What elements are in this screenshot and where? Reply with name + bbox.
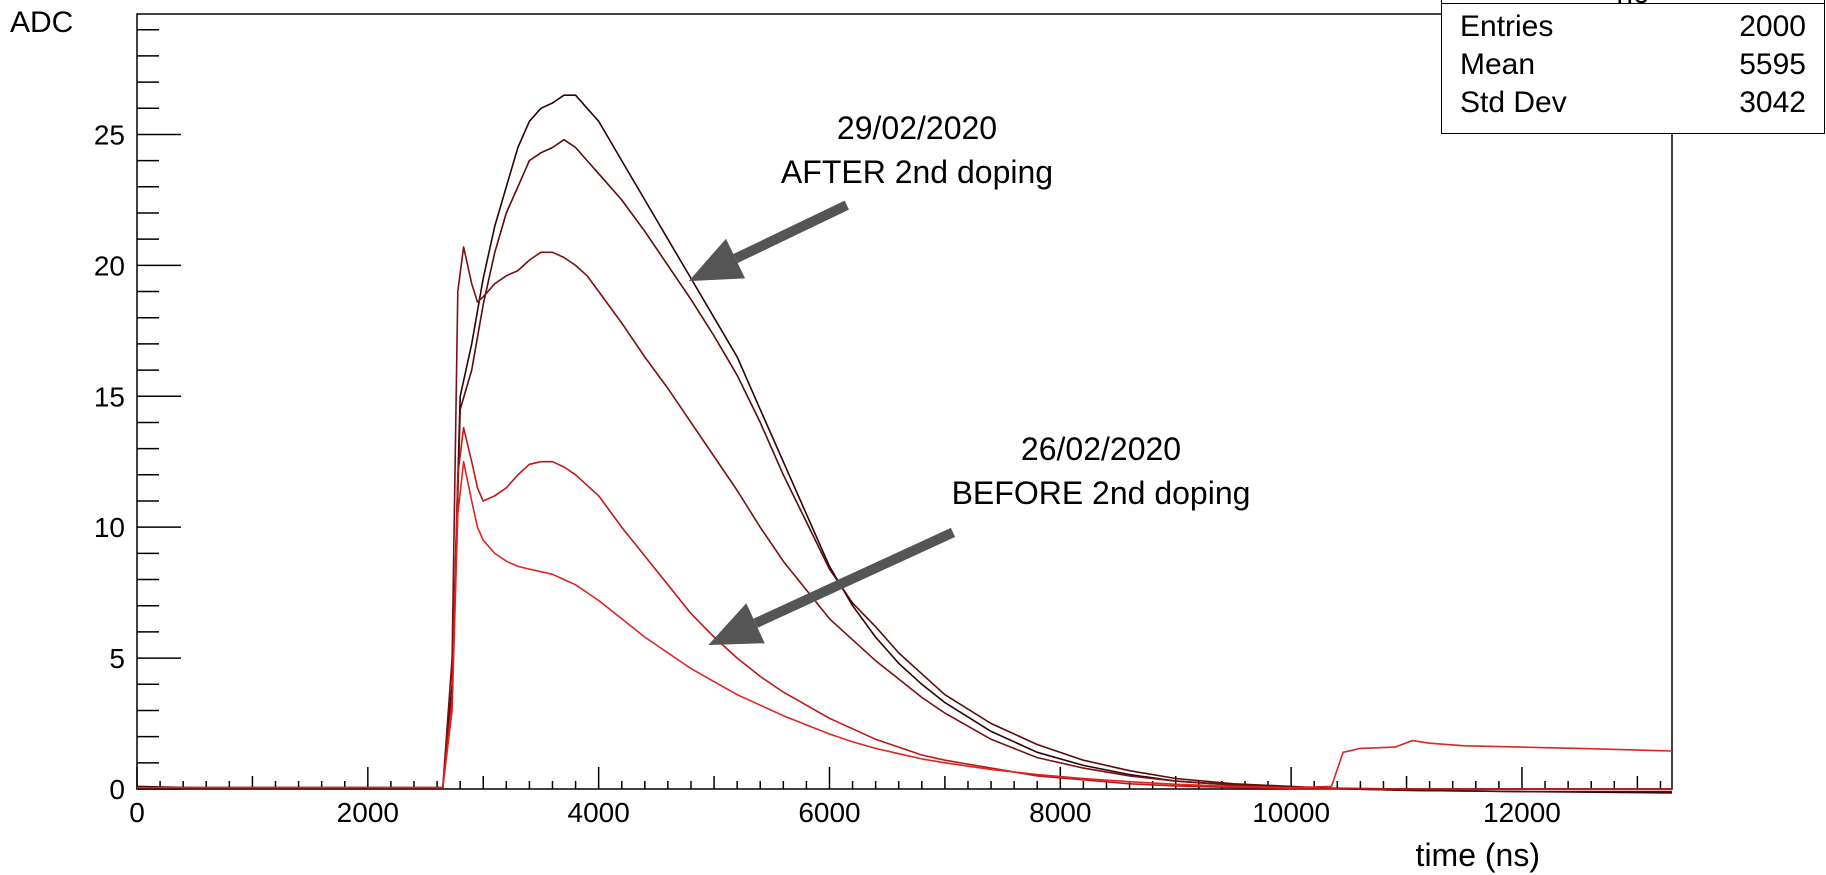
y-axis-label: ADC — [10, 6, 73, 39]
annotation-arrow-head — [708, 603, 765, 645]
x-tick-label: 2000 — [337, 797, 399, 828]
x-tick-label: 6000 — [798, 797, 860, 828]
y-tick-label: 20 — [94, 250, 125, 281]
y-tick-label: 10 — [94, 512, 125, 543]
stats-box: h0 Entries 2000 Mean 5595 Std Dev 3042 — [1441, 0, 1825, 134]
series-line-5 — [137, 460, 1673, 789]
stats-row-entries: Entries 2000 — [1460, 10, 1806, 48]
series-line-3 — [137, 246, 1672, 790]
y-tick-label: 5 — [109, 643, 125, 674]
y-tick-label: 15 — [94, 381, 125, 412]
plot-area — [136, 13, 1673, 790]
annotation-label: BEFORE 2nd doping — [952, 475, 1251, 511]
stats-row-std-dev: Std Dev 3042 — [1460, 86, 1806, 124]
series-layer — [136, 94, 1673, 794]
x-axis-label: time (ns) — [1416, 837, 1540, 873]
annotation-arrow-shaft — [733, 200, 849, 264]
stats-row-mean: Mean 5595 — [1460, 48, 1806, 86]
x-tick-label: 0 — [129, 797, 145, 828]
stats-label: Entries — [1460, 10, 1554, 43]
stats-value: 3042 — [1739, 86, 1806, 119]
y-axis: 0 5 10 15 20 25 — [94, 28, 181, 805]
stats-value: 2000 — [1739, 10, 1806, 43]
y-tick-label: 0 — [109, 774, 125, 805]
series-line-2 — [137, 138, 1672, 793]
series-line-1 — [136, 94, 1673, 794]
x-tick-label: 12000 — [1483, 797, 1561, 828]
annotation-date: 26/02/2020 — [1021, 431, 1181, 467]
annotation-date: 29/02/2020 — [837, 110, 997, 146]
x-tick-label: 10000 — [1252, 797, 1330, 828]
x-axis: 0 2000 4000 6000 8000 10000 12000 — [129, 767, 1662, 828]
stats-label: Std Dev — [1460, 86, 1567, 119]
annotation-label: AFTER 2nd doping — [781, 154, 1053, 190]
x-tick-label: 8000 — [1029, 797, 1091, 828]
plot-frame — [136, 13, 1673, 790]
annotation-layer: 29/02/2020 AFTER 2nd doping 26/02/2020 BEFO… — [688, 110, 1251, 645]
series-line-4 — [137, 426, 1672, 790]
y-tick-label: 25 — [94, 119, 125, 150]
x-tick-label: 4000 — [568, 797, 630, 828]
stats-title: h0 — [1442, 0, 1824, 9]
annotation-arrow-shaft — [753, 527, 956, 628]
annotation-arrow-head — [688, 238, 746, 282]
stats-value: 5595 — [1739, 48, 1806, 81]
stats-label: Mean — [1460, 48, 1536, 81]
